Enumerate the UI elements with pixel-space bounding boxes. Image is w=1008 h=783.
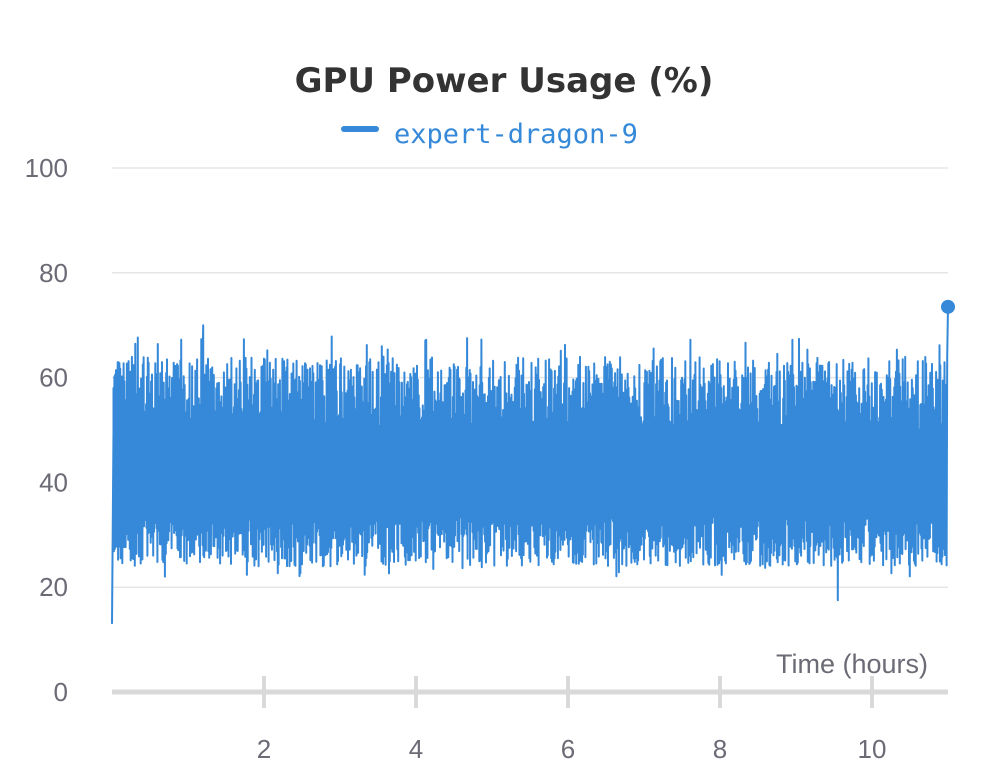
x-tick-label-4: 4 [409,734,423,764]
y-tick-label-20: 20 [39,572,68,602]
y-tick-label-0: 0 [54,677,68,707]
chart-title: GPU Power Usage (%) [295,61,714,101]
series-line-expert-dragon-9 [111,306,949,624]
y-tick-label-60: 60 [39,363,68,393]
legend: expert-dragon-9 [341,119,638,150]
y-tick-label-80: 80 [39,258,68,288]
legend-label: expert-dragon-9 [394,119,638,150]
x-tick-label-10: 10 [858,734,887,764]
x-tick-label-6: 6 [561,734,575,764]
y-axis-ticks: 0 20 40 60 80 100 [25,153,68,707]
series-expert-dragon-9 [111,299,955,624]
x-tick-label-8: 8 [713,734,727,764]
x-axis-label: Time (hours) [776,649,928,679]
last-point-marker [941,299,955,314]
x-axis: 2 4 6 8 10 [112,676,948,764]
y-tick-label-40: 40 [39,467,68,497]
x-tick-label-2: 2 [257,734,271,764]
y-tick-label-100: 100 [25,153,68,183]
